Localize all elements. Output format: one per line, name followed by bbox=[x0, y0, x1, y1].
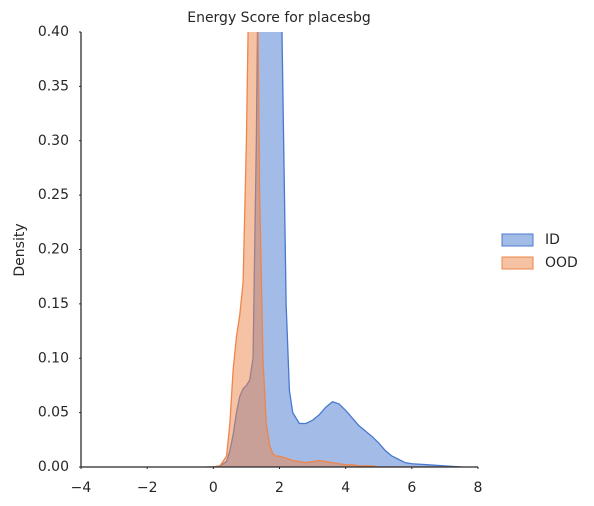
y-tick-label: 0.15 bbox=[38, 296, 69, 312]
legend-swatch bbox=[501, 233, 534, 247]
x-tick-label: 6 bbox=[407, 480, 416, 496]
y-tick-label: 0.25 bbox=[38, 187, 69, 203]
x-tick-label: 2 bbox=[275, 480, 284, 496]
density-line bbox=[206, 32, 462, 467]
y-tick-label: 0.40 bbox=[38, 24, 69, 40]
y-tick-label: 0.00 bbox=[38, 459, 69, 475]
x-tick-label: −4 bbox=[71, 480, 92, 496]
y-tick-label: 0.30 bbox=[38, 133, 69, 149]
x-tick-label: 0 bbox=[209, 480, 218, 496]
x-tick-label: −2 bbox=[137, 480, 158, 496]
density-area bbox=[206, 32, 462, 467]
density-area bbox=[206, 32, 462, 467]
y-tick-label: 0.20 bbox=[38, 242, 69, 258]
x-tick-label: 8 bbox=[474, 480, 483, 496]
y-tick-label: 0.10 bbox=[38, 350, 69, 366]
y-axis-label: Density bbox=[12, 223, 28, 276]
y-tick-label: 0.05 bbox=[38, 405, 69, 421]
x-tick-label: 4 bbox=[341, 480, 350, 496]
legend-swatch bbox=[501, 256, 534, 270]
y-tick-label: 0.35 bbox=[38, 78, 69, 94]
legend-label: OOD bbox=[545, 255, 578, 271]
plot-area bbox=[206, 32, 462, 467]
legend-label: ID bbox=[545, 232, 560, 248]
chart-title: Energy Score for placesbg bbox=[187, 10, 371, 26]
